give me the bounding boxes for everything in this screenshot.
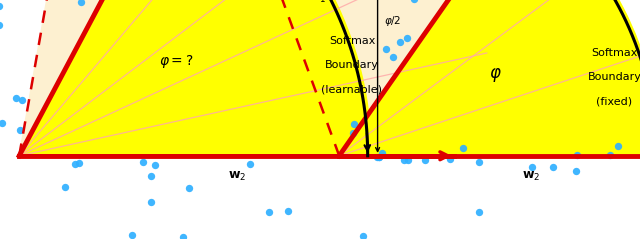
Point: [0, 5, 4, 8]
Text: Boundary: Boundary: [325, 60, 379, 70]
Text: $\varphi = ?$: $\varphi = ?$: [159, 53, 193, 70]
Text: $\mathbf{w}_2$: $\mathbf{w}_2$: [522, 170, 540, 183]
Point: [17, 98, 28, 102]
Point: [15, 128, 25, 131]
Point: [74, 162, 84, 165]
Point: [395, 40, 405, 44]
Wedge shape: [19, 0, 371, 156]
Point: [358, 234, 368, 238]
Point: [264, 210, 275, 214]
Point: [474, 160, 484, 164]
Text: Boundary: Boundary: [588, 72, 640, 82]
Point: [420, 158, 431, 162]
Text: $\varphi$: $\varphi$: [489, 65, 502, 84]
Point: [377, 151, 387, 155]
Point: [70, 163, 80, 166]
Wedge shape: [230, 0, 640, 156]
Point: [0, 121, 7, 125]
Text: Softmax: Softmax: [591, 48, 637, 58]
Point: [349, 122, 359, 126]
Point: [381, 47, 392, 51]
Point: [60, 185, 70, 188]
Wedge shape: [339, 0, 640, 156]
Text: $\varphi/2$: $\varphi/2$: [384, 14, 401, 28]
Point: [0, 23, 4, 27]
Point: [403, 158, 413, 161]
Text: $\mathbf{w}_2$: $\mathbf{w}_2$: [228, 170, 246, 183]
Point: [388, 55, 398, 59]
Wedge shape: [19, 0, 371, 156]
Text: (learnable): (learnable): [321, 85, 383, 94]
Point: [138, 160, 148, 164]
Point: [458, 146, 468, 150]
Point: [179, 235, 189, 239]
Point: [445, 157, 456, 161]
Point: [571, 169, 581, 173]
Point: [527, 166, 538, 169]
Point: [127, 233, 137, 237]
Point: [374, 155, 384, 159]
Point: [399, 158, 410, 162]
Point: [10, 96, 20, 100]
Point: [150, 163, 161, 167]
Point: [245, 162, 255, 165]
Point: [76, 0, 86, 4]
Point: [409, 0, 419, 1]
Text: (fixed): (fixed): [596, 97, 632, 106]
Point: [147, 201, 157, 204]
Point: [348, 131, 358, 135]
Point: [184, 186, 194, 190]
Point: [474, 210, 484, 214]
Text: $\mathbf{w}_1$: $\mathbf{w}_1$: [308, 0, 326, 5]
Text: Softmax: Softmax: [329, 36, 375, 46]
Point: [613, 144, 623, 148]
Point: [282, 209, 292, 213]
Point: [374, 155, 384, 158]
Point: [402, 37, 412, 40]
Point: [146, 174, 156, 178]
Point: [548, 165, 558, 169]
Point: [572, 153, 582, 157]
Point: [372, 155, 382, 158]
Point: [605, 153, 615, 157]
